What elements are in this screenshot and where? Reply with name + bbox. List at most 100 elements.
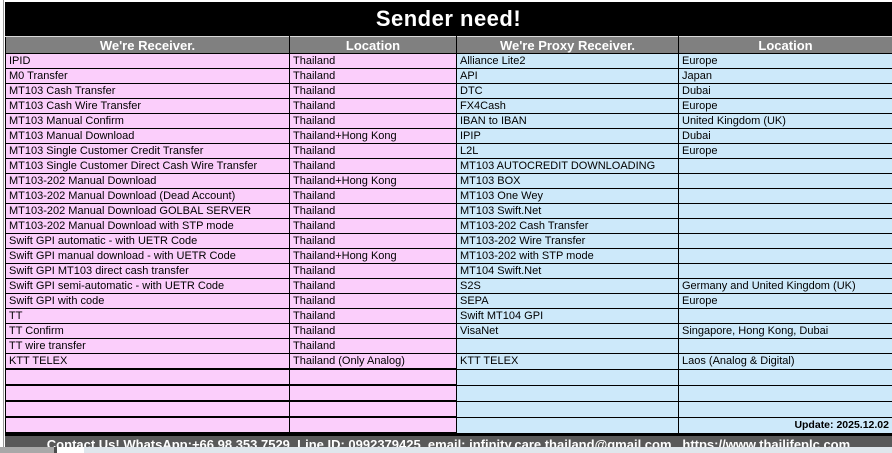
cell-proxy-location[interactable]: United Kingdom (UK) xyxy=(678,113,892,129)
cell-proxy-location[interactable] xyxy=(678,218,892,234)
cell-receiver-location[interactable]: Thailand xyxy=(289,308,457,324)
cell-proxy-location[interactable]: Germany and United Kingdom (UK) xyxy=(678,278,892,294)
cell-receiver[interactable]: MT103 Manual Confirm xyxy=(5,113,290,129)
update-date-cell[interactable]: Update: 2025.12.02 xyxy=(678,416,892,434)
cell-receiver[interactable] xyxy=(5,400,290,418)
cell-proxy-location[interactable] xyxy=(678,400,892,418)
column-header-proxy-receiver[interactable]: We're Proxy Receiver. xyxy=(456,36,679,54)
cell-receiver-location[interactable]: Thailand xyxy=(289,53,457,69)
cell-proxy[interactable]: IBAN to IBAN xyxy=(456,113,679,129)
cell-receiver[interactable]: MT103 Cash Transfer xyxy=(5,83,290,99)
cell-proxy-location[interactable]: Europe xyxy=(678,293,892,309)
cell-receiver-location[interactable] xyxy=(289,384,457,402)
cell-proxy-location[interactable] xyxy=(678,308,892,324)
cell-receiver[interactable]: MT103 Cash Wire Transfer xyxy=(5,98,290,114)
cell-proxy[interactable]: MT103-202 Wire Transfer xyxy=(456,233,679,249)
cell-receiver[interactable]: M0 Transfer xyxy=(5,68,290,84)
cell-proxy-location[interactable]: Laos (Analog & Digital) xyxy=(678,353,892,370)
cell-receiver-location[interactable]: Thailand xyxy=(289,278,457,294)
cell-proxy-location[interactable]: Dubai xyxy=(678,128,892,144)
cell-proxy[interactable]: MT103 Swift.Net xyxy=(456,203,679,219)
cell-receiver-location[interactable]: Thailand xyxy=(289,143,457,159)
cell-proxy[interactable] xyxy=(456,368,679,386)
cell-proxy-location[interactable] xyxy=(678,368,892,386)
cell-receiver-location[interactable]: Thailand xyxy=(289,263,457,279)
column-header-receiver-location[interactable]: Location xyxy=(289,36,457,54)
cell-proxy[interactable]: MT104 Swift.Net xyxy=(456,263,679,279)
cell-receiver-location[interactable]: Thailand+Hong Kong xyxy=(289,248,457,264)
cell-proxy[interactable] xyxy=(456,400,679,418)
cell-proxy[interactable]: S2S xyxy=(456,278,679,294)
cell-proxy[interactable]: Alliance Lite2 xyxy=(456,53,679,69)
cell-receiver-location[interactable]: Thailand+Hong Kong xyxy=(289,128,457,144)
cell-receiver[interactable]: TT xyxy=(5,308,290,324)
cell-proxy-location[interactable] xyxy=(678,248,892,264)
cell-receiver[interactable]: Swift GPI manual download - with UETR Co… xyxy=(5,248,290,264)
cell-proxy[interactable]: API xyxy=(456,68,679,84)
cell-receiver[interactable]: IPID xyxy=(5,53,290,69)
cell-proxy[interactable]: Swift MT104 GPI xyxy=(456,308,679,324)
cell-receiver[interactable] xyxy=(5,384,290,402)
cell-receiver-location[interactable]: Thailand xyxy=(289,218,457,234)
cell-receiver-location[interactable]: Thailand xyxy=(289,113,457,129)
cell-receiver[interactable]: TT Confirm xyxy=(5,323,290,339)
cell-receiver-location[interactable] xyxy=(289,416,457,434)
cell-proxy[interactable]: SEPA xyxy=(456,293,679,309)
cell-receiver-location[interactable]: Thailand xyxy=(289,323,457,339)
cell-proxy[interactable]: KTT TELEX xyxy=(456,353,679,370)
cell-receiver[interactable] xyxy=(5,416,290,434)
cell-proxy[interactable]: IPIP xyxy=(456,128,679,144)
cell-receiver-location[interactable]: Thailand xyxy=(289,83,457,99)
cell-receiver[interactable]: TT wire transfer xyxy=(5,338,290,354)
cell-proxy[interactable]: FX4Cash xyxy=(456,98,679,114)
cell-proxy-location[interactable] xyxy=(678,384,892,402)
cell-receiver[interactable]: MT103-202 Manual Download (Dead Account) xyxy=(5,188,290,204)
cell-receiver[interactable]: MT103 Single Customer Credit Transfer xyxy=(5,143,290,159)
cell-receiver[interactable]: MT103-202 Manual Download with STP mode xyxy=(5,218,290,234)
cell-proxy[interactable] xyxy=(456,338,679,354)
cell-proxy[interactable]: MT103 BOX xyxy=(456,173,679,189)
title-cell[interactable]: Sender need! xyxy=(5,2,892,36)
cell-receiver-location[interactable]: Thailand (Only Analog) xyxy=(289,353,457,370)
cell-receiver-location[interactable]: Thailand xyxy=(289,293,457,309)
cell-proxy-location[interactable] xyxy=(678,338,892,354)
cell-proxy-location[interactable]: Singapore, Hong Kong, Dubai xyxy=(678,323,892,339)
cell-receiver[interactable]: MT103-202 Manual Download GOLBAL SERVER xyxy=(5,203,290,219)
cell-receiver-location[interactable]: Thailand xyxy=(289,233,457,249)
cell-receiver[interactable]: Swift GPI with code xyxy=(5,293,290,309)
cell-receiver-location[interactable]: Thailand xyxy=(289,188,457,204)
cell-proxy-location[interactable] xyxy=(678,188,892,204)
cell-receiver[interactable]: Swift GPI semi-automatic - with UETR Cod… xyxy=(5,278,290,294)
cell-receiver[interactable]: Swift GPI MT103 direct cash transfer xyxy=(5,263,290,279)
cell-receiver-location[interactable]: Thailand xyxy=(289,203,457,219)
cell-proxy[interactable]: L2L xyxy=(456,143,679,159)
cell-receiver-location[interactable]: Thailand xyxy=(289,158,457,174)
cell-receiver-location[interactable] xyxy=(289,400,457,418)
cell-proxy-location[interactable]: Europe xyxy=(678,53,892,69)
cell-proxy[interactable]: VisaNet xyxy=(456,323,679,339)
cell-receiver[interactable]: MT103-202 Manual Download xyxy=(5,173,290,189)
cell-proxy-location[interactable]: Europe xyxy=(678,143,892,159)
cell-proxy-location[interactable] xyxy=(678,173,892,189)
cell-proxy-location[interactable]: Japan xyxy=(678,68,892,84)
cell-proxy-location[interactable]: Dubai xyxy=(678,83,892,99)
cell-receiver[interactable]: Swift GPI automatic - with UETR Code xyxy=(5,233,290,249)
cell-receiver[interactable]: MT103 Manual Download xyxy=(5,128,290,144)
cell-proxy[interactable]: DTC xyxy=(456,83,679,99)
column-header-proxy-location[interactable]: Location xyxy=(678,36,892,54)
cell-receiver[interactable] xyxy=(5,368,290,386)
cell-proxy[interactable] xyxy=(456,416,679,434)
cell-proxy-location[interactable] xyxy=(678,233,892,249)
cell-proxy[interactable]: MT103-202 Cash Transfer xyxy=(456,218,679,234)
cell-proxy[interactable]: MT103 AUTOCREDIT DOWNLOADING xyxy=(456,158,679,174)
cell-proxy-location[interactable] xyxy=(678,263,892,279)
cell-receiver-location[interactable]: Thailand xyxy=(289,338,457,354)
cell-proxy-location[interactable]: Europe xyxy=(678,98,892,114)
cell-proxy[interactable] xyxy=(456,384,679,402)
cell-receiver-location[interactable]: Thailand xyxy=(289,68,457,84)
cell-receiver[interactable]: KTT TELEX xyxy=(5,353,290,370)
cell-receiver-location[interactable] xyxy=(289,368,457,386)
cell-proxy[interactable]: MT103-202 with STP mode xyxy=(456,248,679,264)
column-header-receiver[interactable]: We're Receiver. xyxy=(5,36,290,54)
sheet-tab[interactable] xyxy=(57,447,84,453)
